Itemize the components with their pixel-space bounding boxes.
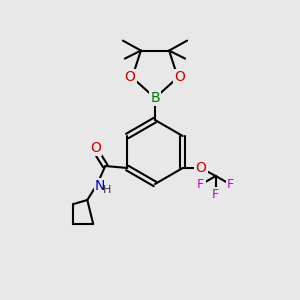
Text: F: F	[212, 188, 219, 202]
Text: O: O	[125, 70, 136, 84]
Text: N: N	[95, 179, 106, 193]
Text: O: O	[195, 161, 206, 175]
Text: O: O	[174, 70, 185, 84]
Text: H: H	[103, 185, 112, 195]
Text: O: O	[90, 141, 101, 155]
Text: F: F	[227, 178, 234, 190]
Text: B: B	[150, 91, 160, 105]
Text: F: F	[197, 178, 204, 190]
